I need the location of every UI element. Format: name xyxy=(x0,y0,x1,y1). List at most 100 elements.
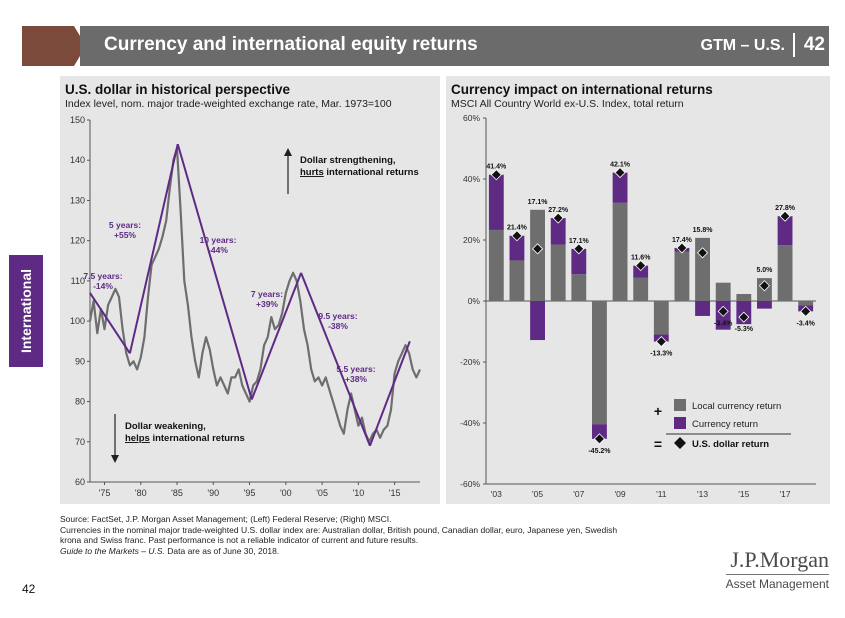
left-x-tick-label: '95 xyxy=(244,488,256,498)
trend-line xyxy=(176,143,253,400)
usd-return-marker xyxy=(676,242,688,254)
left-x-tick-label: '75 xyxy=(99,488,111,498)
right-x-tick-label: '05 xyxy=(532,489,543,499)
local-currency-bar xyxy=(488,229,504,301)
callout-up-rest: international returns xyxy=(324,167,419,178)
footnote-guide-title: Guide to the Markets – U.S. xyxy=(60,545,165,556)
left-y-tick-label: 150 xyxy=(70,115,85,125)
local-currency-bar xyxy=(736,293,752,301)
right-y-tick-label: 60% xyxy=(463,113,480,123)
down-arrow-icon xyxy=(111,455,119,463)
left-y-tick-label: 140 xyxy=(70,155,85,165)
logo-name: J.P.Morgan xyxy=(730,547,829,572)
usd-return-data-label: -13.3% xyxy=(650,351,673,358)
callout-down-underlined: helps xyxy=(125,433,150,444)
local-currency-bar xyxy=(777,245,793,301)
header-chevron-shape xyxy=(22,26,86,66)
dollar-index-chart: 60 70 80 90 100 110 120 130 140 150 '75 '80 '85 '90 '9… xyxy=(70,115,422,498)
right-x-tick-label: '11 xyxy=(656,489,667,499)
usd-return-data-label: -45.2% xyxy=(588,448,611,455)
logo-subtitle: Asset Management xyxy=(725,577,829,591)
trend-annotation-label: 5.5 years: xyxy=(336,364,375,374)
callout-down-line1: Dollar weakening, xyxy=(125,421,206,432)
trend-annotation-label: 5 years: xyxy=(109,220,141,230)
right-y-tick-label: -60% xyxy=(460,479,480,489)
usd-return-marker xyxy=(490,169,502,181)
left-x-tick-label: '15 xyxy=(389,488,401,498)
page-title: Currency and international equity return… xyxy=(104,34,478,55)
usd-return-data-label: -3.4% xyxy=(797,320,816,327)
left-y-tick-label: 100 xyxy=(70,316,85,326)
usd-return-marker xyxy=(511,230,523,242)
right-chart-subtitle: MSCI All Country World ex-U.S. Index, to… xyxy=(451,98,684,110)
left-y-tick-label: 120 xyxy=(70,236,85,246)
trend-annotation-label: 9.5 years: xyxy=(318,311,357,321)
usd-return-marker xyxy=(552,212,564,224)
right-chart-title: Currency impact on international returns xyxy=(451,82,713,97)
right-y-tick-label: -20% xyxy=(460,357,480,367)
left-x-tick-label: '90 xyxy=(207,488,219,498)
legend-equals: = xyxy=(654,436,662,452)
legend-currency-swatch xyxy=(674,417,686,429)
footnote-source: Source: FactSet, J.P. Morgan Asset Manag… xyxy=(60,514,392,524)
right-x-tick-label: '15 xyxy=(738,489,749,499)
local-currency-bar xyxy=(571,274,587,301)
usd-return-marker xyxy=(614,167,626,179)
footnotes: Source: FactSet, J.P. Morgan Asset Manag… xyxy=(60,514,760,556)
callout-up-line2: hurts international returns xyxy=(300,167,419,178)
legend-plus: + xyxy=(654,403,662,419)
currency-return-bar xyxy=(695,301,710,316)
left-x-tick-label: '85 xyxy=(171,488,183,498)
jpmorgan-logo: J.P.Morgan Asset Management xyxy=(725,547,829,591)
local-currency-bar xyxy=(530,209,545,301)
section-tab-international: International xyxy=(9,255,43,367)
legend-local-swatch xyxy=(674,399,686,411)
right-y-tick-label: 0% xyxy=(468,296,481,306)
header-chevron xyxy=(22,26,86,66)
right-chart-panel: Currency impact on international returns… xyxy=(446,76,830,504)
currency-return-bar xyxy=(488,174,504,230)
trend-annotation-value: -44% xyxy=(208,245,228,255)
left-y-tick-label: 60 xyxy=(75,477,85,487)
left-chart-title: U.S. dollar in historical perspective xyxy=(65,82,291,97)
local-currency-bar xyxy=(592,301,607,425)
local-currency-bar xyxy=(550,244,566,301)
currency-return-bar xyxy=(612,172,628,203)
left-x-tick-label: '00 xyxy=(280,488,292,498)
local-currency-bar xyxy=(653,301,669,335)
usd-return-marker xyxy=(758,280,771,292)
usd-return-marker xyxy=(655,335,667,348)
footnote-currencies: Currencies in the nominal major trade-we… xyxy=(60,524,618,535)
usd-return-data-label: 17.1% xyxy=(569,238,590,245)
left-x-tick-label: '05 xyxy=(316,488,328,498)
left-chart-subtitle: Index level, nom. major trade-weighted e… xyxy=(65,98,392,110)
footnote-disclaimer: krona and Swiss franc. Past performance … xyxy=(60,535,419,545)
local-currency-bar xyxy=(509,260,525,301)
local-currency-bar xyxy=(633,277,649,301)
left-chart-panel: U.S. dollar in historical perspective In… xyxy=(60,76,440,504)
usd-return-marker xyxy=(696,247,709,259)
right-y-tick-label: 20% xyxy=(463,235,480,245)
currency-return-bar xyxy=(571,248,587,275)
trend-annotation-value: +39% xyxy=(256,299,278,309)
usd-return-data-label: 42.1% xyxy=(610,162,631,169)
currency-return-bar xyxy=(509,235,525,261)
currency-return-bar xyxy=(633,265,649,278)
usd-return-marker xyxy=(800,305,812,317)
usd-return-marker xyxy=(593,433,606,445)
usd-return-marker xyxy=(779,210,791,222)
usd-return-data-label: 21.4% xyxy=(507,225,528,232)
usd-return-data-label: 5.0% xyxy=(756,267,773,274)
usd-return-marker xyxy=(738,311,750,323)
right-x-tick-label: '17 xyxy=(780,489,791,499)
usd-return-data-label: 17.4% xyxy=(672,237,693,244)
currency-return-bar xyxy=(757,301,772,309)
usd-return-marker xyxy=(573,243,585,255)
left-y-tick-label: 80 xyxy=(75,397,85,407)
legend-currency-label: Currency return xyxy=(692,419,758,430)
usd-return-data-label: 11.6% xyxy=(631,255,651,262)
section-tab-label: International xyxy=(18,268,34,354)
header-page-number: 42 xyxy=(803,34,825,55)
legend-local-label: Local currency return xyxy=(692,401,781,412)
trend-line xyxy=(369,340,411,447)
